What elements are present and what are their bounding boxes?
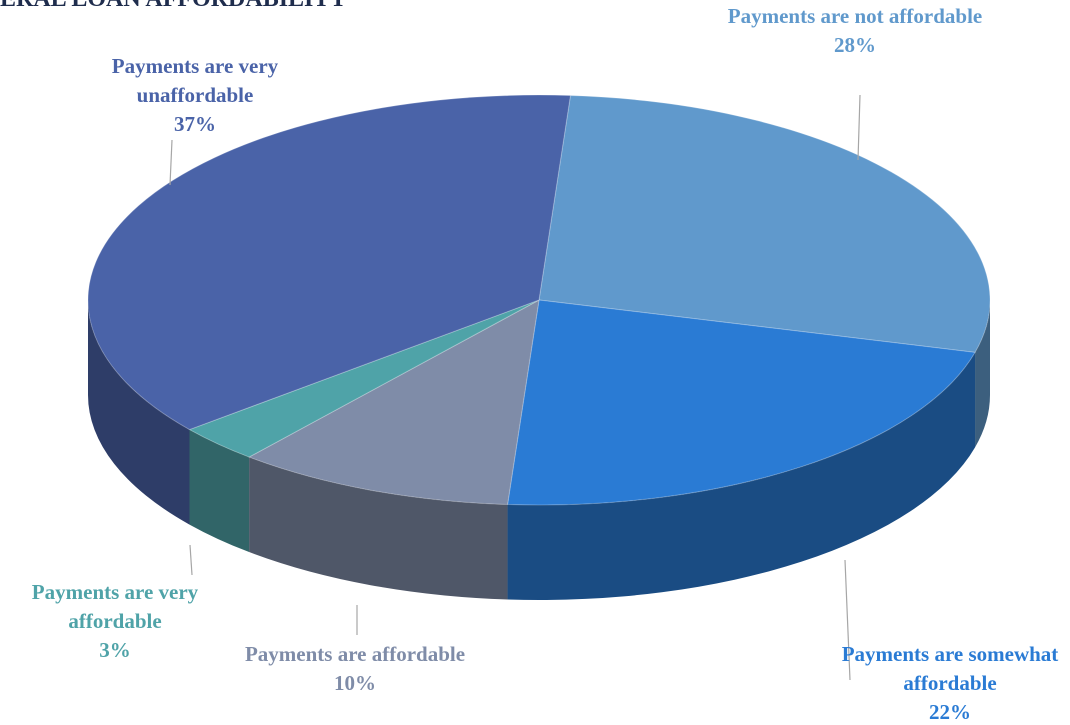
data-label: Payments are very unaffordable 37% [65,52,325,139]
category-label: Payments are affordable [244,642,466,666]
data-label: Payments are affordable 10% [225,640,485,698]
value-label: 10% [334,671,376,695]
value-label: 22% [929,700,971,724]
data-label: Payments are very affordable 3% [0,578,245,665]
leader-line [189,544,193,576]
leader-line [844,559,851,681]
pie-slice [87,94,572,431]
pie-side [189,429,250,553]
data-label: Payments are somewhat affordable 22% [820,640,1070,725]
pie-side [507,352,976,600]
pie-side [88,300,190,525]
category-label: Payments are very affordable [31,580,199,633]
value-label: 3% [99,638,131,662]
leader-line [857,94,861,161]
category-label: Payments are somewhat affordable [841,642,1059,695]
data-label: Payments are not affordable 28% [725,2,985,60]
leader-line [169,139,173,186]
pie-slice [188,299,540,458]
value-label: 37% [174,112,216,136]
pie-side [975,300,990,448]
category-label: Payments are very unaffordable [111,54,279,107]
pie-slice [247,299,540,506]
value-label: 28% [834,33,876,57]
pie-slice [506,299,976,506]
pie-side [249,457,508,600]
category-label: Payments are not affordable [727,4,983,28]
pie-slice [538,94,991,353]
chart-title: ERAL LOAN AFFORDABILITY [0,0,347,13]
